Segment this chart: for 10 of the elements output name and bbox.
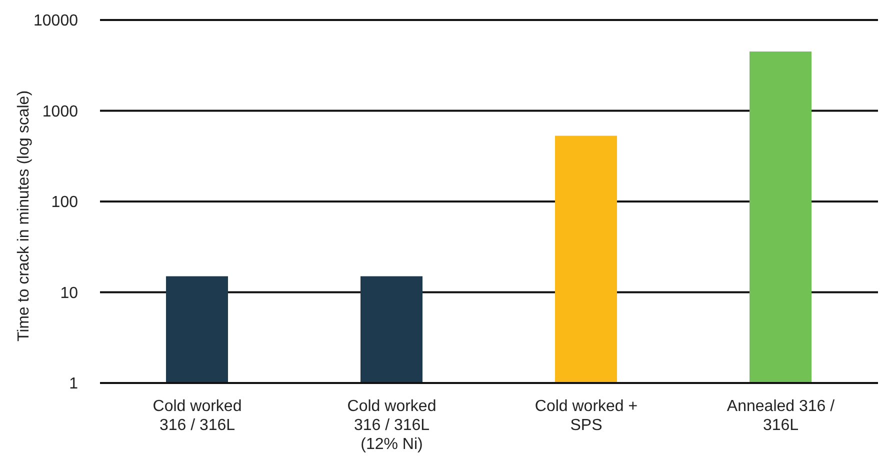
y-axis-title: Time to crack in minutes (log scale) bbox=[16, 90, 33, 342]
x-tick-label: Cold worked + SPS bbox=[534, 398, 638, 434]
y-tick-label: 100 bbox=[51, 194, 78, 212]
y-tick-label: 10000 bbox=[34, 12, 78, 30]
x-tick-label: Annealed 316 / 316L bbox=[726, 398, 836, 434]
y-tick-label: 1000 bbox=[42, 103, 78, 120]
y-tick-label: 10 bbox=[60, 284, 78, 302]
y-tick-label: 1 bbox=[69, 376, 78, 393]
x-tick-label: Cold worked 316 / 316L (12% Ni) bbox=[347, 398, 436, 453]
x-tick-label: Cold worked 316 / 316L bbox=[152, 398, 242, 434]
